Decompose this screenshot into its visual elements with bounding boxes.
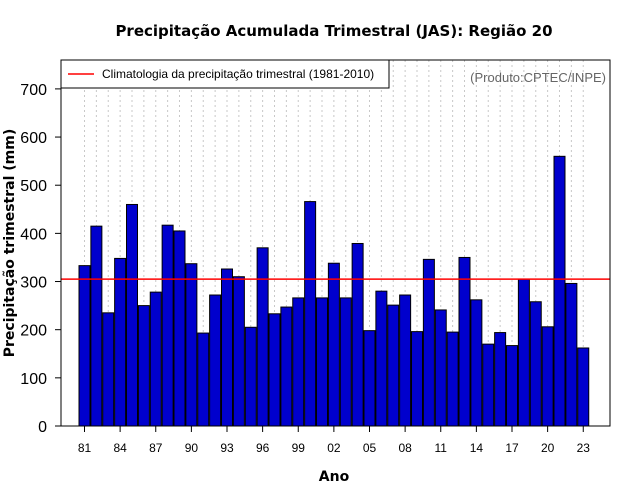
x-tick-label: 84 xyxy=(113,441,127,455)
bar-2004 xyxy=(351,242,364,427)
bar-2005 xyxy=(363,330,376,427)
bar-2002 xyxy=(327,262,340,427)
bar-2016 xyxy=(494,332,507,427)
bar-1991 xyxy=(197,332,210,427)
chart-title: Precipitação Acumulada Trimestral (JAS):… xyxy=(115,22,552,40)
bar-1995 xyxy=(244,326,257,427)
bar-1987 xyxy=(149,291,162,427)
bar-2023 xyxy=(577,347,590,427)
y-tick-label: 400 xyxy=(20,226,47,243)
x-tick-label: 96 xyxy=(256,441,270,455)
bar-2015 xyxy=(482,343,495,427)
y-tick-label: 500 xyxy=(20,178,47,195)
legend: Climatologia da precipitação trimestral … xyxy=(60,59,390,89)
bar-1988 xyxy=(161,224,174,427)
x-tick-label: 90 xyxy=(185,441,199,455)
y-tick-label: 700 xyxy=(20,82,47,99)
y-axis: 0 100 200 300 400 500 600 700 xyxy=(20,82,61,436)
bar-1989 xyxy=(173,230,186,427)
bars xyxy=(78,155,590,427)
x-tick-label: 11 xyxy=(435,441,448,455)
bar-1993 xyxy=(221,268,233,427)
legend-label: Climatologia da precipitação trimestral … xyxy=(102,67,374,81)
bar-1983 xyxy=(102,312,115,427)
x-tick-label: 08 xyxy=(398,441,412,455)
bar-2017 xyxy=(506,345,518,427)
credit-text: (Produto:CPTEC/INPE) xyxy=(470,70,606,85)
bar-2021 xyxy=(553,155,566,427)
bar-2011 xyxy=(434,309,447,427)
bar-1986 xyxy=(137,305,150,427)
x-axis: 81 84 87 90 93 96 99 02 05 08 11 14 17 20 23 xyxy=(78,426,590,455)
y-tick-label: 100 xyxy=(20,371,47,388)
bar-1984 xyxy=(114,257,127,427)
y-tick-label: 600 xyxy=(20,130,47,147)
bar-2007 xyxy=(387,304,400,427)
bar-1982 xyxy=(90,225,103,427)
bar-2008 xyxy=(399,294,412,427)
bar-1999 xyxy=(292,297,305,427)
x-tick-label: 20 xyxy=(541,441,555,455)
x-tick-label: 02 xyxy=(327,441,341,455)
bar-1985 xyxy=(126,203,138,427)
x-tick-label: 05 xyxy=(363,441,377,455)
bar-2006 xyxy=(375,290,388,427)
bar-1990 xyxy=(185,263,198,427)
y-axis-label: Precipitação trimestral (mm) xyxy=(2,129,18,357)
x-tick-label: 81 xyxy=(78,441,92,455)
bar-2013 xyxy=(458,256,471,427)
y-tick-label: 200 xyxy=(20,323,47,340)
bar-2020 xyxy=(541,326,554,427)
bar-2019 xyxy=(529,301,542,427)
bar-1996 xyxy=(256,247,269,427)
x-tick-label: 23 xyxy=(577,441,591,455)
bar-1998 xyxy=(280,306,293,427)
y-tick-label: 300 xyxy=(20,275,47,292)
bar-1994 xyxy=(232,276,245,427)
x-tick-label: 17 xyxy=(505,441,519,455)
x-axis-label: Ano xyxy=(319,469,350,485)
bar-2000 xyxy=(304,201,317,427)
y-tick-label: 0 xyxy=(38,419,47,436)
bar-2009 xyxy=(411,331,423,427)
bar-2022 xyxy=(565,282,578,427)
bar-2001 xyxy=(316,297,328,427)
bar-2014 xyxy=(470,299,483,427)
x-tick-label: 87 xyxy=(149,441,163,455)
bar-2003 xyxy=(339,297,352,427)
x-tick-label: 93 xyxy=(220,441,234,455)
legend-box xyxy=(60,59,390,89)
bar-1992 xyxy=(209,294,222,427)
bar-2010 xyxy=(422,258,435,427)
bar-1981 xyxy=(78,265,91,427)
x-tick-label: 99 xyxy=(292,441,306,455)
bar-1997 xyxy=(268,313,281,427)
bar-2012 xyxy=(446,331,459,427)
bar-2018 xyxy=(517,278,530,427)
x-tick-label: 14 xyxy=(470,441,484,455)
